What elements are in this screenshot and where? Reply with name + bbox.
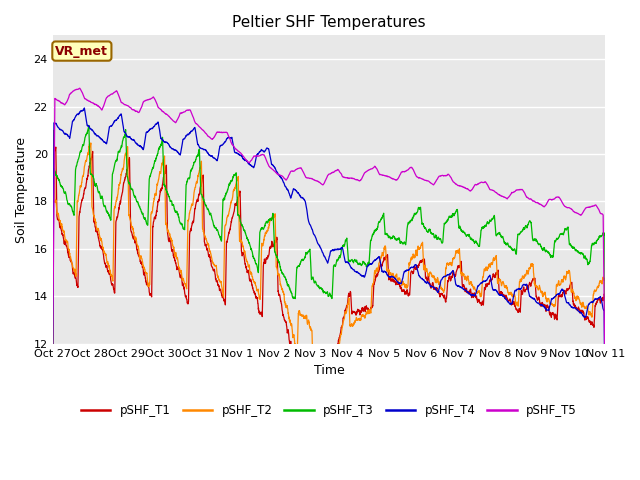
pSHF_T5 xyxy=(49,349,56,355)
pSHF_T4 xyxy=(602,456,609,462)
pSHF_T1 xyxy=(602,407,609,412)
pSHF_T4 xyxy=(49,356,56,361)
pSHF_T3 xyxy=(591,240,598,245)
pSHF_T1 xyxy=(316,420,323,426)
pSHF_T5 xyxy=(76,85,84,91)
pSHF_T3 xyxy=(49,397,56,403)
pSHF_T4 xyxy=(81,105,88,111)
pSHF_T2 xyxy=(325,413,333,419)
pSHF_T2 xyxy=(531,283,539,289)
pSHF_T2 xyxy=(50,128,58,133)
pSHF_T3 xyxy=(112,157,120,163)
Legend: pSHF_T1, pSHF_T2, pSHF_T3, pSHF_T4, pSHF_T5: pSHF_T1, pSHF_T2, pSHF_T3, pSHF_T4, pSHF… xyxy=(76,399,582,421)
pSHF_T5 xyxy=(285,172,292,178)
pSHF_T3 xyxy=(261,223,269,228)
pSHF_T2 xyxy=(49,381,56,387)
pSHF_T4 xyxy=(261,148,269,154)
Line: pSHF_T3: pSHF_T3 xyxy=(52,125,605,400)
pSHF_T4 xyxy=(112,117,120,123)
pSHF_T5 xyxy=(591,203,598,208)
pSHF_T3 xyxy=(531,236,539,242)
pSHF_T1 xyxy=(52,144,60,150)
pSHF_T2 xyxy=(261,233,269,239)
pSHF_T2 xyxy=(145,283,152,288)
pSHF_T5 xyxy=(145,97,152,103)
pSHF_T5 xyxy=(531,199,539,205)
pSHF_T1 xyxy=(49,392,56,397)
Line: pSHF_T4: pSHF_T4 xyxy=(52,108,605,459)
pSHF_T3 xyxy=(85,122,93,128)
X-axis label: Time: Time xyxy=(314,364,344,377)
pSHF_T5 xyxy=(261,154,269,159)
pSHF_T1 xyxy=(285,332,292,337)
pSHF_T4 xyxy=(591,297,598,302)
pSHF_T3 xyxy=(602,378,609,384)
pSHF_T1 xyxy=(261,260,269,266)
pSHF_T5 xyxy=(602,411,609,417)
Title: Peltier SHF Temperatures: Peltier SHF Temperatures xyxy=(232,15,426,30)
pSHF_T2 xyxy=(112,199,120,205)
pSHF_T2 xyxy=(602,392,609,398)
pSHF_T2 xyxy=(285,314,292,320)
pSHF_T3 xyxy=(285,283,292,288)
Text: VR_met: VR_met xyxy=(56,45,108,58)
pSHF_T5 xyxy=(112,88,120,94)
Line: pSHF_T1: pSHF_T1 xyxy=(52,147,605,423)
Line: pSHF_T2: pSHF_T2 xyxy=(52,131,605,416)
pSHF_T4 xyxy=(531,297,539,303)
pSHF_T2 xyxy=(591,288,598,293)
Line: pSHF_T5: pSHF_T5 xyxy=(52,88,605,414)
pSHF_T4 xyxy=(285,190,292,195)
pSHF_T1 xyxy=(112,219,120,225)
pSHF_T1 xyxy=(145,285,152,290)
pSHF_T4 xyxy=(145,128,152,134)
pSHF_T1 xyxy=(591,306,598,312)
pSHF_T3 xyxy=(145,194,152,200)
Y-axis label: Soil Temperature: Soil Temperature xyxy=(15,137,28,242)
pSHF_T1 xyxy=(531,281,539,287)
